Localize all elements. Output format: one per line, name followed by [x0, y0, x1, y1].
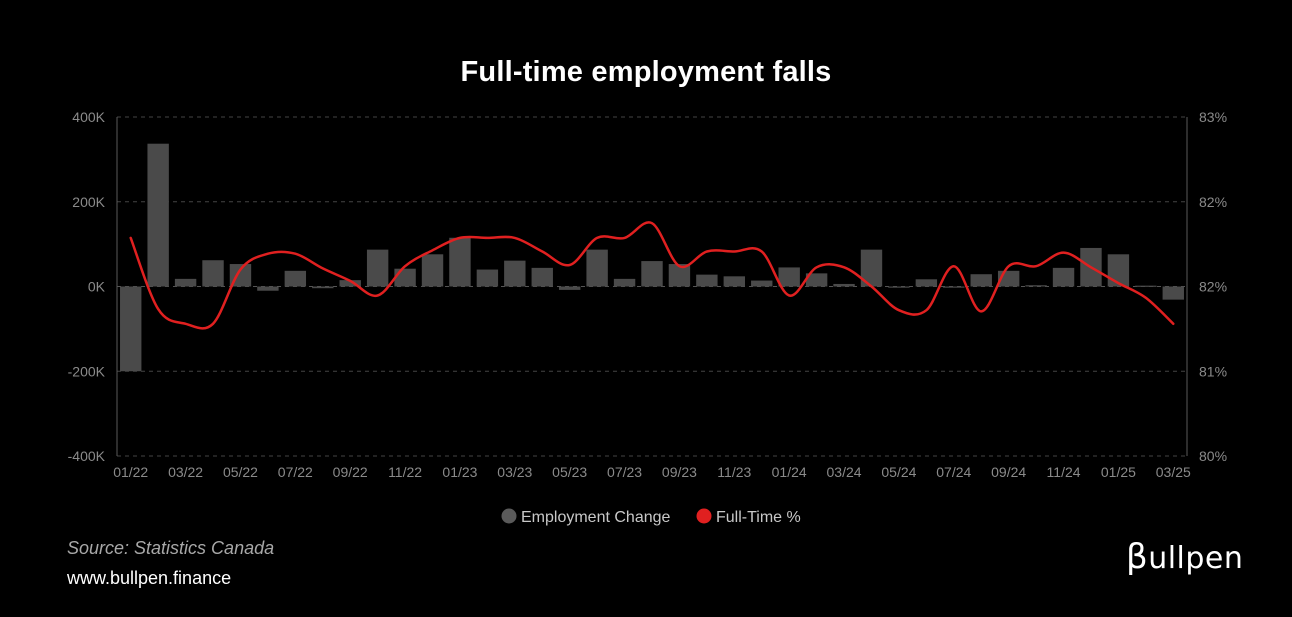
bar-02-25 — [1135, 285, 1157, 287]
bar-10-22 — [366, 249, 389, 287]
bar-04-22 — [202, 260, 224, 287]
bar-09-22 — [339, 280, 361, 287]
bar-11-22 — [394, 268, 416, 287]
x-tick-label: 09/24 — [991, 464, 1026, 480]
bar-09-23 — [668, 264, 691, 287]
x-tick-label: 09/23 — [662, 464, 697, 480]
legend-label-employment-change: Employment Change — [521, 509, 671, 526]
bar-08-22 — [312, 286, 334, 289]
x-tick-label: 07/22 — [278, 464, 313, 480]
x-tick-label: 11/22 — [388, 464, 422, 480]
bar-06-23 — [586, 249, 608, 287]
right-tick-label: 82% — [1199, 194, 1227, 210]
bar-05-23 — [558, 286, 581, 290]
bar-03-23 — [504, 260, 526, 287]
bar-10-24 — [1025, 285, 1047, 287]
right-tick-label: 80% — [1199, 448, 1227, 464]
x-tick-label: 03/23 — [497, 464, 532, 480]
bar-05-24 — [888, 286, 910, 288]
x-tick-label: 11/24 — [1047, 464, 1081, 480]
bar-01-23 — [449, 237, 471, 287]
x-tick-label: 01/23 — [442, 464, 477, 480]
x-tick-label: 11/23 — [717, 464, 751, 480]
left-tick-label: 200K — [72, 194, 105, 210]
right-y-ticks: 83% 82% 82% 81% 80% — [1199, 109, 1227, 464]
x-tick-label: 01/24 — [772, 464, 807, 480]
bar-10-23 — [696, 274, 718, 287]
bar-06-24 — [915, 279, 938, 287]
bar-02-24 — [805, 273, 828, 287]
bar-08-24 — [970, 274, 992, 287]
right-tick-label: 82% — [1199, 279, 1227, 295]
bar-12-22 — [421, 254, 444, 287]
x-tick-label: 03/24 — [827, 464, 862, 480]
bar-11-24 — [1052, 267, 1075, 287]
bar-12-23 — [751, 280, 773, 287]
full-time-line — [129, 221, 1175, 330]
legend-swatch-employment-change — [501, 508, 517, 524]
employment-change-bars — [120, 143, 1184, 372]
bar-01-25 — [1107, 254, 1130, 287]
logo-beta-glyph: β — [1126, 537, 1149, 577]
bar-04-24 — [860, 249, 883, 287]
bar-03-24 — [833, 283, 855, 287]
x-ticks: 01/22 03/22 05/22 07/22 09/22 11/22 01/23 03/23… — [113, 464, 1191, 480]
legend: Employment Change Full-Time % — [501, 508, 801, 526]
left-tick-label: 0K — [88, 279, 106, 295]
bar-03-22 — [174, 278, 197, 287]
bullpen-logo: βullpen — [1126, 537, 1243, 577]
right-tick-label: 81% — [1199, 363, 1227, 379]
bar-07-23 — [613, 278, 636, 287]
bar-11-23 — [723, 276, 746, 287]
x-tick-label: 01/25 — [1101, 464, 1136, 480]
legend-swatch-full-time — [696, 508, 712, 524]
logo-text: ullpen — [1148, 541, 1244, 576]
bar-08-23 — [641, 261, 663, 287]
bar-07-22 — [284, 270, 307, 287]
left-y-ticks: 400K 200K 0K -200K -400K — [68, 109, 106, 464]
bar-06-22 — [257, 286, 279, 291]
left-tick-label: 400K — [72, 109, 105, 125]
x-tick-label: 05/23 — [552, 464, 587, 480]
x-tick-label: 03/22 — [168, 464, 203, 480]
left-tick-label: -400K — [68, 448, 106, 464]
source-note: Source: Statistics Canada — [67, 538, 275, 558]
left-tick-label: -200K — [68, 363, 106, 379]
chart-title: Full-time employment falls — [460, 56, 832, 88]
x-tick-label: 07/24 — [936, 464, 971, 480]
bar-02-22 — [147, 143, 169, 287]
x-tick-label: 05/22 — [223, 464, 258, 480]
bar-02-23 — [476, 269, 499, 287]
bar-07-24 — [943, 286, 965, 288]
right-tick-label: 83% — [1199, 109, 1227, 125]
x-tick-label: 05/24 — [881, 464, 916, 480]
bar-04-23 — [531, 267, 553, 287]
legend-label-full-time: Full-Time % — [716, 509, 801, 526]
bar-03-25 — [1162, 286, 1184, 300]
x-tick-label: 03/25 — [1156, 464, 1191, 480]
full-time-percent-line — [129, 221, 1175, 330]
x-tick-label: 01/22 — [113, 464, 148, 480]
website-link[interactable]: www.bullpen.finance — [67, 568, 232, 588]
x-tick-label: 09/22 — [333, 464, 368, 480]
x-tick-label: 07/23 — [607, 464, 642, 480]
bar-01-24 — [778, 267, 800, 287]
bar-01-22 — [120, 286, 142, 372]
